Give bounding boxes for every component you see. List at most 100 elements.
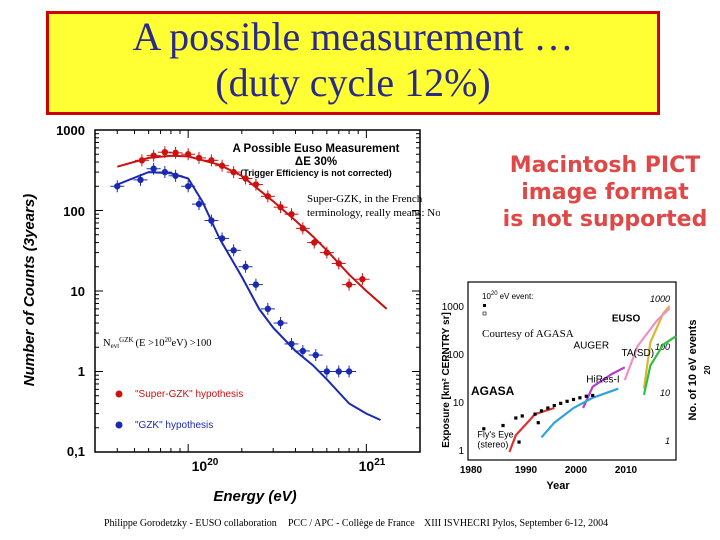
inset-right-tick-1000: 1000 <box>650 294 670 304</box>
super-gzk-note-line-1: Super-GZK, in the French <box>307 193 423 205</box>
gzk-data-point <box>335 368 342 375</box>
inset-fly-s-eye-stereo-label: Fly's Eye <box>477 429 513 439</box>
title-box: A possible measurement … (duty cycle 12%… <box>46 11 660 115</box>
gzk-data-point <box>299 347 307 355</box>
inset-event-marker <box>514 416 518 420</box>
inset-event-marker <box>533 412 537 416</box>
footer-left: Philippe Gorodetzky - EUSO collaboration <box>104 518 277 529</box>
inset-ta-sd-curve <box>642 335 677 396</box>
inset-event-marker <box>552 403 556 408</box>
inset-x-tick-2000: 2000 <box>565 465 588 476</box>
inset-x-tick-1990: 1990 <box>515 465 538 476</box>
inset-event-marker <box>501 423 505 428</box>
super-gzk-data-point <box>208 157 215 164</box>
main-y-tick-100: 100 <box>63 204 85 219</box>
super-gzk-data-point <box>335 260 342 267</box>
pict-line-3: is not supported <box>502 207 708 232</box>
inset-y-axis-label: Exposure [km² CERNTRY sr] <box>441 312 452 448</box>
legend-gzk-marker <box>115 421 123 429</box>
nevt-annotation: NevtGZK (E >1020eV) >100 <box>103 336 212 350</box>
super-gzk-data-point <box>218 162 226 169</box>
main-chart-subtitle: ΔE 30% <box>295 156 337 168</box>
inset-y-tick-1000: 1000 <box>442 302 465 313</box>
footer-middle: PCC / APC - Collège de France <box>288 518 415 529</box>
super-gzk-data-point <box>264 193 272 200</box>
footer-right: XIII ISVHECRI Pylos, September 6-12, 200… <box>424 518 609 529</box>
super-gzk-data-point <box>359 276 366 283</box>
super-gzk-data-point <box>345 281 353 288</box>
pict-line-2: image format <box>521 180 689 205</box>
main-chart: 1000 100 10 1 0,1 1020 1021 Energy (eV) … <box>21 123 440 505</box>
inset-right-tick-10: 10 <box>660 388 670 398</box>
inset-euso-label: EUSO <box>612 314 641 325</box>
main-plot-frame <box>94 129 421 453</box>
title-line-1: A possible measurement … <box>132 14 574 59</box>
courtesy-label: Courtesy of AGASA <box>482 328 574 340</box>
inset-legend-marker-1 <box>483 304 486 307</box>
legend-super-gzk-label: "Super-GZK" hypothesis <box>135 389 243 400</box>
inset-agasa-label: AGASA <box>471 384 515 398</box>
inset-agasa-curve <box>540 387 619 439</box>
inset-event-marker <box>584 394 588 398</box>
inset-legend-title: 1020 eV event: <box>482 291 533 301</box>
super-gzk-data-point <box>323 249 331 256</box>
main-y-tick-0-1: 0,1 <box>67 444 85 459</box>
main-chart-title: A Possible Euso Measurement <box>232 143 399 155</box>
gzk-data-point <box>312 351 319 359</box>
gzk-data-point <box>345 368 353 375</box>
gzk-data-point <box>277 319 284 327</box>
inset-ta-sd-label: TA(SD) <box>622 348 655 359</box>
gzk-data-point <box>242 263 249 270</box>
inset-event-marker <box>546 406 550 410</box>
super-gzk-data-point <box>288 210 295 218</box>
gzk-data-point <box>218 235 226 242</box>
inset-x-tick-1980: 1980 <box>460 465 483 476</box>
inset-plot-frame <box>467 281 677 461</box>
inset-x-axis-label: Year <box>546 480 570 492</box>
legend-gzk-label: "GZK" hypothesis <box>135 420 213 431</box>
inset-auger-label: AUGER <box>574 340 610 351</box>
main-y-tick-1: 1 <box>78 364 85 379</box>
main-y-tick-1000: 1000 <box>56 123 85 138</box>
super-gzk-data-point <box>184 151 192 158</box>
gzk-data-point <box>137 176 144 184</box>
super-gzk-data-point <box>252 181 260 188</box>
gzk-data-point <box>161 168 169 176</box>
gzk-data-point <box>323 368 331 375</box>
gzk-data-point <box>184 183 192 190</box>
main-x-tick-1e21: 1021 <box>359 457 386 474</box>
super-gzk-data-point <box>161 148 169 156</box>
super-gzk-data-point <box>277 203 284 211</box>
inset-background <box>438 270 720 500</box>
inset-event-marker <box>539 409 544 413</box>
gzk-data-point <box>150 165 157 172</box>
title-line-2: (duty cycle 12%) <box>215 60 491 105</box>
super-gzk-data-point <box>242 175 249 182</box>
inset-right-axis-label: No. of 10 eV events <box>687 320 699 421</box>
main-x-axis-label: Energy (eV) <box>213 488 296 505</box>
pict-placeholder: Macintosh PICT image format is not suppo… <box>500 152 710 233</box>
super-gzk-data-point <box>230 168 237 176</box>
super-gzk-data-point <box>311 239 318 246</box>
super-gzk-data-point <box>138 157 146 164</box>
inset-right-tick-1: 1 <box>665 436 670 446</box>
inset-chart: 1000 100 10 1 1980 1990 2000 2010 Year E… <box>438 270 720 500</box>
gzk-data-point <box>172 172 179 179</box>
inset-y-tick-10: 10 <box>453 398 465 409</box>
gzk-data-point <box>288 340 295 348</box>
inset-event-marker <box>578 396 582 400</box>
inset-legend-marker-2 <box>482 311 487 316</box>
inset-auger-curve <box>623 307 671 381</box>
legend-super-gzk-marker <box>115 390 123 398</box>
inset-x-tick-2010: 2010 <box>615 465 638 476</box>
super-gzk-data-point <box>172 149 179 157</box>
inset-fly-s-eye-stereo-curve <box>508 406 555 453</box>
inset-y-tick-1: 1 <box>458 446 464 457</box>
gzk-data-point <box>114 183 121 190</box>
gzk-data-point <box>230 247 237 254</box>
inset-event-marker <box>559 401 563 405</box>
main-x-tick-1e20: 1020 <box>192 457 219 474</box>
inset-event-marker <box>571 397 576 402</box>
gzk-data-point <box>195 200 203 208</box>
gzk-data-point <box>252 281 260 288</box>
